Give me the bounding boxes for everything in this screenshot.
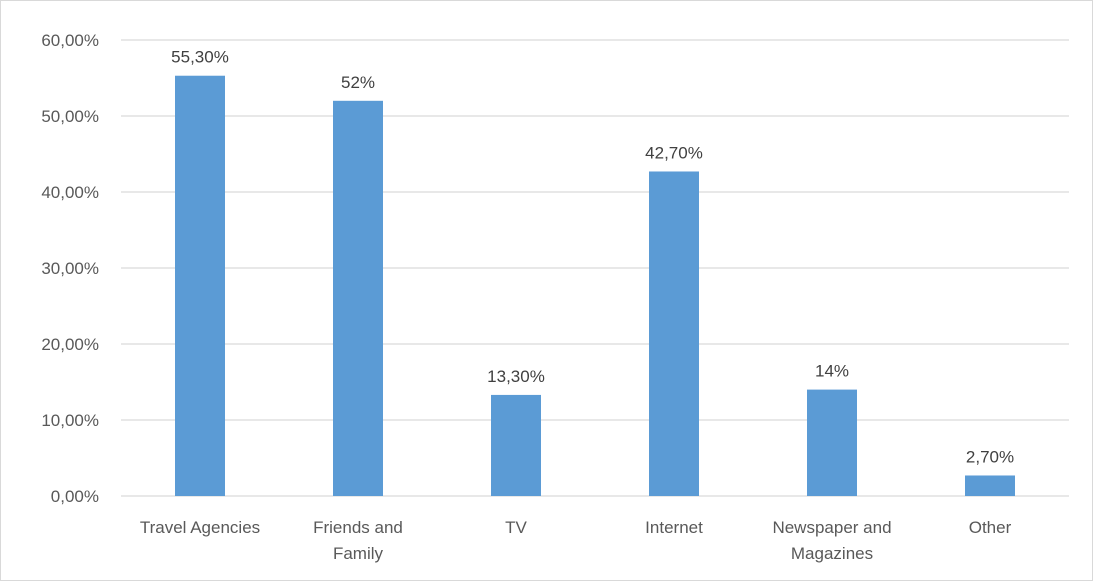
y-tick-label: 40,00%	[41, 183, 99, 202]
data-label: 2,70%	[966, 447, 1014, 466]
category-label: Travel Agencies	[140, 518, 260, 537]
data-label: 13,30%	[487, 367, 545, 386]
bar	[965, 475, 1015, 496]
y-axis-ticks: 0,00% 10,00% 20,00% 30,00% 40,00% 50,00% 60,00…	[41, 31, 99, 506]
y-tick-label: 30,00%	[41, 259, 99, 278]
bar	[175, 75, 225, 496]
category-label: TV	[505, 518, 527, 537]
data-labels: 55,30% 52% 13,30% 42,70% 14% 2,70%	[171, 48, 1014, 467]
category-label: Friends and	[313, 518, 403, 537]
y-tick-label: 10,00%	[41, 411, 99, 430]
data-label: 42,70%	[645, 143, 703, 162]
bar	[649, 171, 699, 497]
x-axis-categories: Travel Agencies Friends and Family TV Intern…	[140, 518, 1012, 563]
category-label: Other	[969, 518, 1012, 537]
y-tick-label: 60,00%	[41, 31, 99, 50]
category-label: Magazines	[791, 544, 873, 563]
bar	[333, 100, 383, 497]
category-label: Newspaper and	[772, 518, 891, 537]
bars	[175, 75, 1015, 497]
bar	[807, 389, 857, 496]
y-tick-label: 20,00%	[41, 335, 99, 354]
category-label: Family	[333, 544, 384, 563]
y-tick-label: 0,00%	[51, 487, 99, 506]
gridlines	[121, 39, 1069, 497]
data-label: 55,30%	[171, 48, 229, 67]
data-label: 14%	[815, 362, 849, 381]
category-label: Internet	[645, 518, 703, 537]
data-label: 52%	[341, 73, 375, 92]
bar	[491, 394, 541, 496]
y-tick-label: 50,00%	[41, 107, 99, 126]
